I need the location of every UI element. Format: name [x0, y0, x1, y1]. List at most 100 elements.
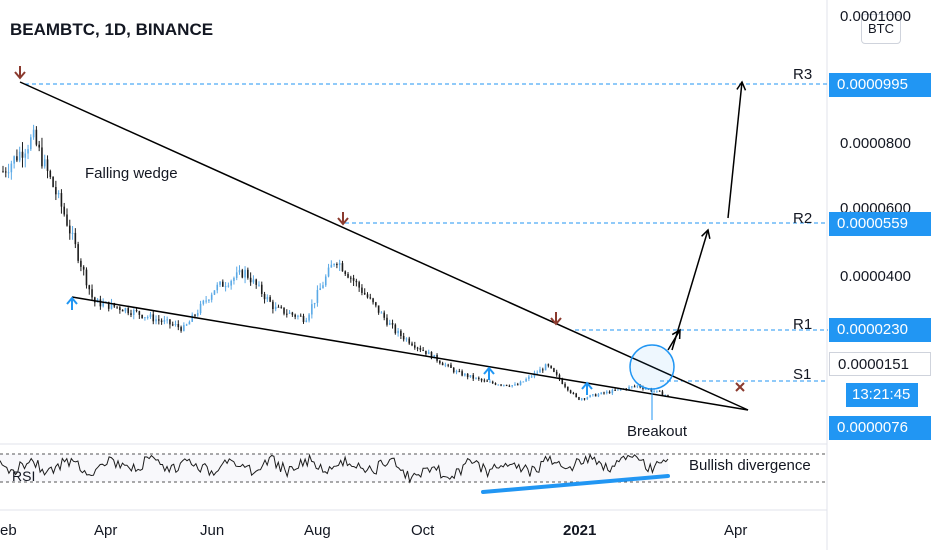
candle-body [71, 232, 74, 234]
candle-body [330, 264, 333, 268]
candle-body [272, 301, 274, 310]
candle-body [603, 392, 605, 394]
candle-body [82, 266, 85, 270]
symbol-title: BEAMBTC, 1D, BINANCE [10, 20, 214, 39]
candle-body [119, 307, 121, 310]
candle-body [380, 312, 383, 314]
candle-body [288, 312, 291, 314]
candle-body [238, 270, 241, 273]
up-arrow-head [581, 381, 593, 390]
candle-body [572, 392, 575, 394]
candle-body [277, 306, 280, 308]
candle-body [628, 386, 630, 390]
candle-body [324, 276, 327, 286]
candle-body [500, 384, 502, 386]
candle-body [475, 377, 477, 379]
x-tick-label: 2021 [563, 522, 597, 539]
candle-body [205, 300, 207, 302]
candle-body [525, 379, 527, 382]
currency-button[interactable]: BTC [861, 14, 901, 44]
candle-body [408, 338, 411, 344]
candle-body [472, 375, 475, 379]
candle-body [355, 280, 358, 283]
candle-body [427, 351, 430, 355]
candle-body [377, 305, 380, 313]
candle-body [516, 384, 519, 386]
candle-body [130, 313, 132, 315]
candle-body [658, 390, 661, 392]
candle-body [241, 270, 244, 278]
candle-body [132, 310, 135, 315]
candle-body [2, 171, 4, 173]
candle-body [569, 390, 572, 393]
candle-body [586, 397, 589, 399]
y-tick-label: 0.0000800 [840, 135, 911, 152]
candle-body [413, 345, 416, 348]
candle-body [252, 279, 255, 283]
candle-body [375, 302, 377, 306]
candle-body [327, 267, 330, 277]
projection-arrow-r3 [727, 81, 743, 219]
candle-body [188, 321, 191, 325]
candle-body [369, 297, 372, 299]
candle-body [21, 151, 24, 158]
candle-body [163, 319, 166, 322]
candle-body [274, 306, 277, 310]
candle-body [305, 320, 308, 322]
candle-body [99, 299, 102, 307]
candle-body [194, 314, 196, 316]
candle-body [27, 149, 29, 154]
candle-body [653, 391, 655, 393]
candle-body [550, 365, 552, 369]
candle-body [91, 289, 93, 298]
candle-body [333, 263, 335, 265]
x-tick-label: Apr [724, 522, 748, 539]
divergence-label: Bullish divergence [689, 457, 811, 474]
candle-body [536, 372, 539, 374]
candle-body [452, 367, 455, 373]
candle-body [185, 324, 188, 326]
candle-body [155, 319, 157, 322]
candle-body [113, 303, 116, 307]
candle-body [497, 384, 500, 386]
candle-body [219, 281, 221, 285]
candle-body [422, 349, 424, 351]
candle-body [299, 315, 302, 317]
candle-body [611, 389, 614, 394]
wedge-lower-line [71, 296, 749, 411]
candle-body [13, 156, 15, 164]
down-arrow-head [337, 217, 349, 226]
candle-body [391, 323, 394, 325]
candle-body [107, 301, 110, 309]
candle-body [202, 300, 205, 304]
candle-body [68, 225, 71, 234]
level-label-r3: R3 [793, 66, 813, 83]
candle-body [171, 324, 174, 326]
candle-body [528, 376, 530, 380]
x-tick-label: eb [0, 522, 17, 539]
candle-body [32, 129, 35, 138]
candle-body [522, 381, 525, 383]
candle-body [266, 297, 269, 300]
breakout-label: Breakout [627, 423, 688, 440]
candle-body [617, 389, 619, 391]
candle-body [594, 394, 597, 397]
candle-body [183, 325, 185, 331]
candle-body [152, 314, 155, 322]
candle-body [341, 263, 344, 272]
pattern-label: Falling wedge [85, 165, 178, 182]
candle-body [539, 369, 541, 373]
candle-body [505, 384, 508, 386]
candle-body [363, 292, 366, 295]
candle-body [7, 172, 10, 174]
candle-body [311, 304, 313, 315]
candle-body [210, 294, 213, 300]
candle-body [235, 272, 238, 278]
candle-body [160, 320, 163, 322]
candle-body [230, 280, 232, 286]
candle-body [124, 308, 127, 312]
candle-body [400, 330, 402, 336]
rsi-band-fill [0, 454, 668, 482]
candle-body [222, 281, 224, 287]
